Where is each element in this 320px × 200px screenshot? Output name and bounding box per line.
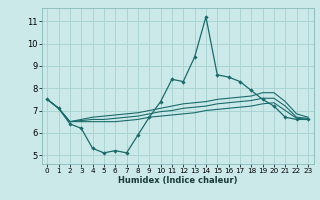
X-axis label: Humidex (Indice chaleur): Humidex (Indice chaleur) [118,176,237,185]
